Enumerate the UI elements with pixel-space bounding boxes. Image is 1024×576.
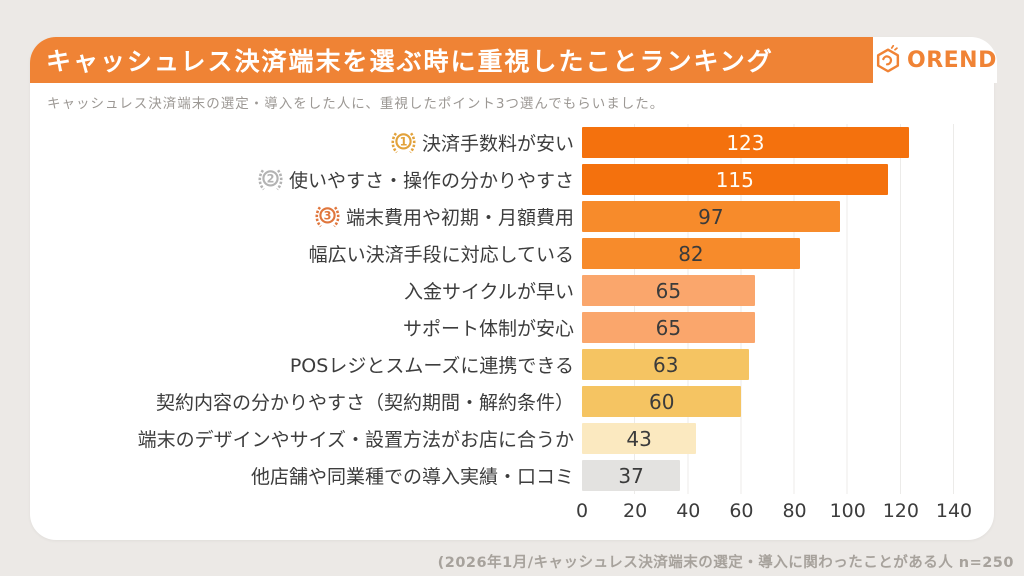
bar-value-label: 63: [652, 352, 679, 377]
bar-track: 43: [582, 420, 954, 457]
header: キャッシュレス決済端末を選ぶ時に重視したことランキング OREND: [30, 37, 997, 83]
x-tick-label: 40: [676, 500, 701, 522]
x-tick-label: 20: [623, 500, 648, 522]
category-label-cell: 1 決済手数料が安い: [42, 124, 582, 161]
bar: 115: [582, 164, 888, 195]
x-axis-ticks: 0 20 40 60 80 100 120 140: [576, 494, 972, 526]
svg-text:3: 3: [324, 209, 332, 222]
svg-text:1: 1: [400, 135, 408, 148]
bar-track: 65: [582, 272, 954, 309]
chart-row: 2 使いやすさ・操作の分かりやすさ 115: [42, 161, 994, 198]
category-label-cell: 幅広い決済手段に対応している: [42, 235, 582, 272]
chart-row: 3 端末費用や初期・月額費用 97: [42, 198, 994, 235]
bar: 37: [582, 460, 681, 491]
bar: 43: [582, 423, 697, 454]
bar-value-label: 115: [715, 167, 754, 192]
category-label: 決済手数料が安い: [421, 133, 574, 155]
bar-value-label: 43: [626, 426, 652, 451]
category-label-cell: 他店舗や同業種での導入実績・口コミ: [42, 457, 582, 494]
x-tick-label: 120: [882, 500, 919, 522]
rank-2-medal-icon: 2: [257, 166, 284, 193]
bar-value-label: 82: [678, 241, 704, 266]
bar-track: 82: [582, 235, 954, 272]
bar: 82: [582, 238, 800, 269]
chart-row: 入金サイクルが早い 65: [42, 272, 994, 309]
chart-row: POSレジとスムーズに連携できる 63: [42, 346, 994, 383]
chart-row: 幅広い決済手段に対応している 82: [42, 235, 994, 272]
bar-track: 97: [582, 198, 954, 235]
chart-row: 端末のデザインやサイズ・設置方法がお店に合うか 43: [42, 420, 994, 457]
bar-value-label: 60: [648, 389, 675, 414]
bar-value-label: 65: [655, 315, 682, 340]
category-label-cell: 2 使いやすさ・操作の分かりやすさ: [42, 161, 582, 198]
category-label-cell: 契約内容の分かりやすさ（契約期間・解約条件）: [42, 383, 582, 420]
category-label: 端末費用や初期・月額費用: [345, 207, 574, 229]
category-label-cell: 入金サイクルが早い: [42, 272, 582, 309]
x-tick-label: 60: [729, 500, 754, 522]
category-label-cell: POSレジとスムーズに連携できる: [42, 346, 582, 383]
rank-3-medal-icon: 3: [314, 203, 341, 230]
source-note: (2026年1月/キャッシュレス決済端末の選定・導入に関わったことがある人 n=…: [437, 555, 1014, 571]
category-label-cell: 端末のデザインやサイズ・設置方法がお店に合うか: [42, 420, 582, 457]
category-label: 入金サイクルが早い: [403, 281, 574, 303]
bar-track: 115: [582, 161, 954, 198]
orend-house-icon: [876, 45, 900, 73]
category-label: 他店舗や同業種での導入実績・口コミ: [250, 466, 574, 488]
category-label: 使いやすさ・操作の分かりやすさ: [288, 170, 574, 192]
chart-subtitle: キャッシュレス決済端末の選定・導入をした人に、重視したポイント3つ選んでもらいま…: [47, 96, 665, 112]
bar-track: 123: [582, 124, 954, 161]
orend-logo-text: OREND: [907, 47, 997, 73]
category-label: 幅広い決済手段に対応している: [308, 244, 574, 266]
x-tick-label: 100: [829, 500, 866, 522]
category-label-cell: サポート体制が安心: [42, 309, 582, 346]
bar-track: 60: [582, 383, 954, 420]
bar-chart: 1 決済手数料が安い 123 2 使いやすさ・操作の分かりやすさ 115 3 端末費用や初期・…: [42, 124, 994, 526]
bar: 97: [582, 201, 840, 232]
bar-track: 65: [582, 309, 954, 346]
bar: 65: [582, 275, 755, 306]
bar: 65: [582, 312, 755, 343]
bar: 123: [582, 127, 909, 158]
chart-card: キャッシュレス決済端末を選ぶ時に重視したことランキング OREND キャッシュレ…: [30, 37, 997, 540]
chart-row: 他店舗や同業種での導入実績・口コミ 37: [42, 457, 994, 494]
bar: 63: [582, 349, 750, 380]
chart-row: 契約内容の分かりやすさ（契約期間・解約条件） 60: [42, 383, 994, 420]
bar-track: 63: [582, 346, 954, 383]
bar-track: 37: [582, 457, 954, 494]
axis-spacer: [42, 494, 582, 526]
chart-rows: 1 決済手数料が安い 123 2 使いやすさ・操作の分かりやすさ 115 3 端末費用や初期・…: [42, 124, 994, 494]
bar-value-label: 65: [655, 278, 682, 303]
x-axis: 0 20 40 60 80 100 120 140: [42, 494, 994, 526]
orend-logo: OREND: [873, 37, 997, 83]
x-tick-label: 0: [575, 500, 589, 522]
category-label-cell: 3 端末費用や初期・月額費用: [42, 198, 582, 235]
category-label: POSレジとスムーズに連携できる: [289, 355, 574, 377]
bar: 60: [582, 386, 742, 417]
bar-value-label: 97: [698, 204, 724, 229]
page-title: キャッシュレス決済端末を選ぶ時に重視したことランキング: [46, 47, 774, 76]
rank-1-medal-icon: 1: [390, 129, 417, 156]
chart-row: 1 決済手数料が安い 123: [42, 124, 994, 161]
title-bar: キャッシュレス決済端末を選ぶ時に重視したことランキング: [30, 37, 873, 83]
category-label: サポート体制が安心: [402, 318, 574, 340]
bar-value-label: 123: [726, 130, 765, 155]
bar-value-label: 37: [618, 463, 644, 488]
svg-text:2: 2: [267, 172, 275, 185]
x-tick-label: 80: [782, 500, 807, 522]
x-tick-label: 140: [935, 500, 973, 522]
category-label: 契約内容の分かりやすさ（契約期間・解約条件）: [155, 392, 574, 414]
category-label: 端末のデザインやサイズ・設置方法がお店に合うか: [137, 429, 574, 451]
chart-row: サポート体制が安心 65: [42, 309, 994, 346]
